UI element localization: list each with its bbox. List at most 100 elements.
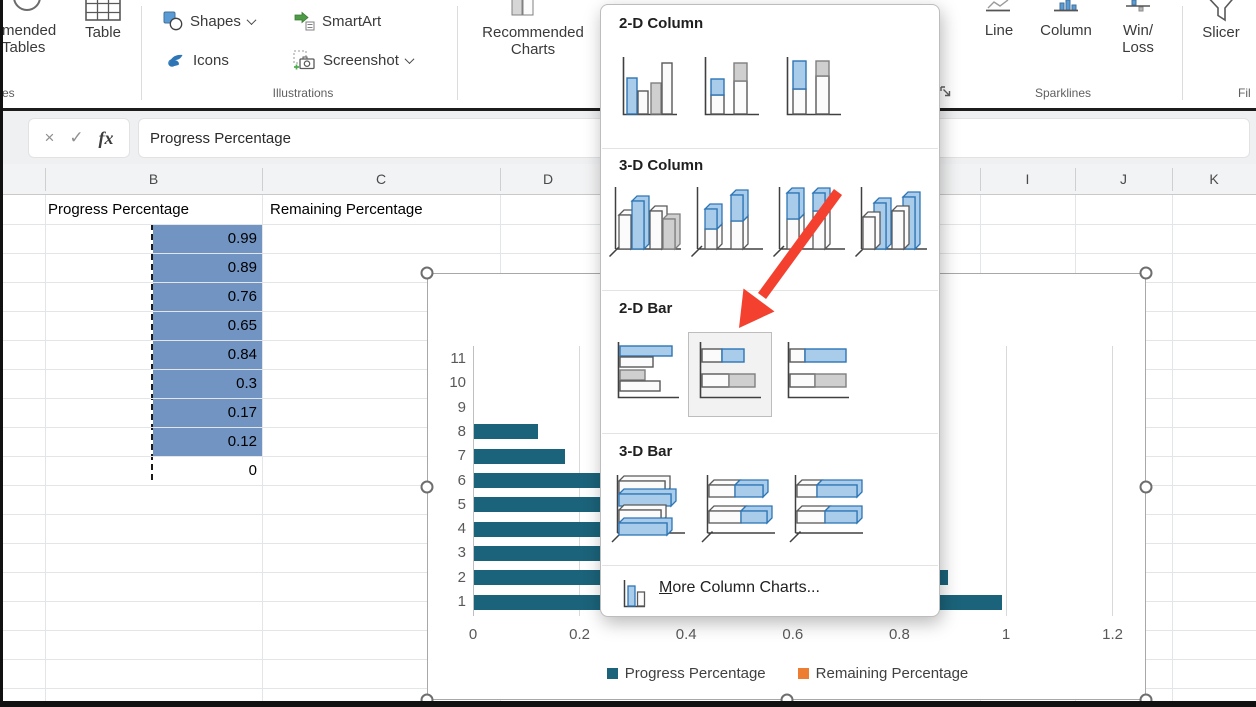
chevron-down-icon (246, 14, 257, 25)
y-axis-category-label: 11 (450, 350, 466, 367)
y-axis-category-label: 5 (457, 495, 466, 513)
section-title-3d-column: 3-D Column (619, 157, 704, 174)
more-column-charts-item[interactable]: More Column Charts... (601, 570, 939, 615)
y-axis-category-label: 8 (457, 422, 466, 440)
x-axis-tick-label: 0.8 (888, 626, 910, 643)
charts-dialog-launcher[interactable] (939, 85, 952, 98)
column-gridline (1172, 195, 1173, 707)
smartart-button[interactable]: SmartArt (293, 11, 381, 31)
group-separator (1182, 6, 1183, 100)
cell-b9[interactable]: 0.12 (153, 428, 262, 456)
gallery-3d-100-stacked-bar[interactable] (787, 471, 871, 545)
cell-b6[interactable]: 0.84 (153, 341, 262, 369)
shapes-icon (163, 11, 183, 31)
more-charts-icon (621, 577, 647, 609)
screenshot-button[interactable]: Screenshot (293, 50, 415, 71)
screen-edge-strip (0, 0, 3, 707)
section-separator (602, 433, 938, 434)
cell-b10[interactable]: 0 (248, 462, 257, 479)
winloss-sparkline-icon (1124, 0, 1152, 12)
data-bar-category-7[interactable] (474, 448, 565, 464)
column-header-D[interactable]: D (542, 171, 554, 187)
column-header-B[interactable]: B (148, 171, 159, 187)
gallery-clustered-bar[interactable] (613, 339, 683, 403)
chart-legend: Progress Percentage Remaining Percentage (428, 665, 1147, 682)
chart-resize-handle[interactable] (1139, 266, 1153, 280)
legend-label: Progress Percentage (624, 665, 766, 682)
column-header-J[interactable]: J (1120, 171, 1127, 187)
chart-resize-handle[interactable] (420, 266, 434, 280)
header-separator (45, 168, 46, 191)
tables-group-label: es (2, 86, 15, 100)
gallery-3d-100-stacked-column[interactable] (771, 181, 849, 261)
screenshot-icon (293, 50, 316, 71)
slicer-icon (1201, 0, 1241, 24)
cell-c1[interactable]: Remaining Percentage (270, 201, 423, 218)
section-separator (602, 148, 938, 149)
enter-icon[interactable]: ✓ (69, 128, 84, 147)
gallery-stacked-bar[interactable] (695, 339, 765, 403)
cell-b2[interactable]: 0.99 (153, 225, 262, 253)
cell-b3[interactable]: 0.89 (153, 254, 262, 282)
cell-b8[interactable]: 0.17 (153, 399, 262, 427)
column-sparkline-icon (1052, 0, 1080, 12)
table-icon (84, 0, 122, 21)
y-axis-category-label: 4 (457, 520, 466, 538)
cancel-icon[interactable]: × (44, 128, 55, 147)
icons-button[interactable]: Icons (166, 50, 229, 70)
x-axis-tick-label: 0 (468, 626, 478, 643)
gallery-3d-clustered-bar[interactable] (609, 471, 693, 545)
y-axis-category-label: 7 (457, 447, 466, 465)
data-bar-category-8[interactable] (474, 424, 538, 440)
chart-resize-handle[interactable] (1139, 480, 1153, 493)
y-axis-category-label: 9 (457, 398, 466, 416)
legend-label: Remaining Percentage (815, 665, 969, 682)
gallery-3d-stacked-column[interactable] (689, 181, 767, 261)
gallery-100-stacked-column[interactable] (781, 53, 845, 121)
data-bar-category-6[interactable] (474, 473, 634, 488)
recommended-pivottables-icon (12, 0, 42, 18)
page-break-dashed-line (151, 224, 155, 480)
x-axis-tick-label: 0.4 (675, 626, 697, 643)
insert-function-icon[interactable]: fx (98, 127, 114, 148)
cell-b4[interactable]: 0.76 (153, 283, 262, 311)
column-header-C[interactable]: C (375, 171, 387, 187)
sparkline-line-button[interactable]: Line (984, 22, 1014, 39)
gallery-3d-column[interactable] (853, 181, 931, 261)
header-separator (1172, 168, 1173, 191)
cell-b1[interactable]: Progress Percentage (48, 201, 189, 218)
recommended-pivottables-button[interactable]: mended Tables (2, 22, 57, 56)
sparklines-group-label: Sparklines (1034, 86, 1092, 100)
chevron-down-icon (404, 54, 415, 65)
sparkline-winloss-button[interactable]: Win/ Loss (1122, 22, 1154, 56)
section-separator (602, 565, 938, 566)
sparkline-column-button[interactable]: Column (1040, 22, 1092, 39)
legend-swatch (797, 668, 809, 679)
group-separator (141, 6, 142, 100)
column-header-K[interactable]: K (1209, 171, 1219, 187)
column-gridline (262, 195, 263, 707)
shapes-button[interactable]: Shapes (163, 11, 257, 31)
gallery-100-stacked-bar[interactable] (783, 339, 853, 403)
chart-type-dropdown: 2-D Column 3-D Column (600, 4, 940, 617)
group-separator (457, 6, 458, 100)
legend-swatch (606, 668, 618, 679)
table-button[interactable]: Table (85, 24, 121, 41)
section-title-2d-bar: 2-D Bar (619, 300, 673, 317)
y-axis-category-label: 3 (457, 544, 466, 562)
recommended-charts-icon (510, 0, 536, 16)
column-header-I[interactable]: I (1025, 171, 1030, 187)
gallery-stacked-column[interactable] (699, 53, 763, 121)
chart-resize-handle[interactable] (420, 480, 434, 493)
gallery-3d-stacked-bar[interactable] (699, 471, 783, 545)
line-sparkline-icon (984, 0, 1012, 12)
gallery-clustered-column[interactable] (617, 53, 681, 121)
cell-b7[interactable]: 0.3 (153, 370, 262, 398)
gallery-3d-clustered-column[interactable] (607, 181, 685, 261)
header-separator (1075, 168, 1076, 191)
recommended-charts-button[interactable]: Recommended Charts (482, 24, 584, 58)
cell-b5[interactable]: 0.65 (153, 312, 262, 340)
chart-gridline (1112, 346, 1114, 616)
slicer-button[interactable]: Slicer (1202, 24, 1240, 41)
